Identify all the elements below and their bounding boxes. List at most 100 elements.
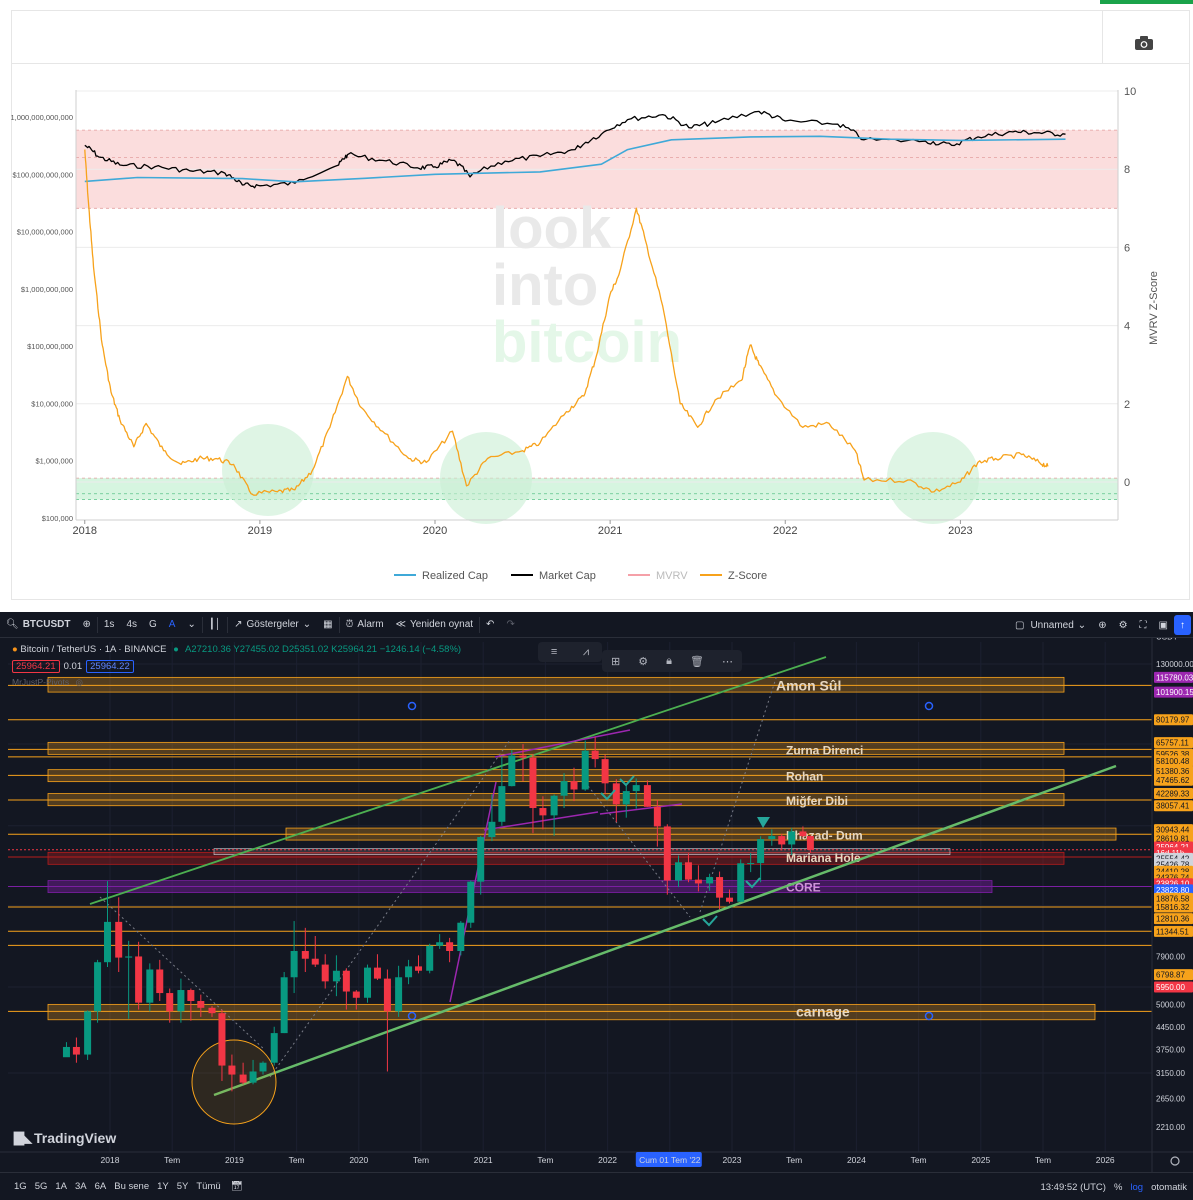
time-label-text: Tem xyxy=(537,1155,553,1165)
candle xyxy=(457,921,465,956)
camera-icon[interactable] xyxy=(1135,36,1153,50)
alarm-button[interactable]: ⏰︎ Alarm xyxy=(340,612,390,638)
layout-selector[interactable]: ▢ Unnamed ⌄ xyxy=(1009,612,1092,638)
range-button-1[interactable]: 5G xyxy=(34,1181,48,1192)
fullscreen-icon: ⛶ xyxy=(1139,619,1147,631)
price-label-text: 23826.10 xyxy=(1156,880,1190,889)
replay-button[interactable]: ≪ Yeniden oynat xyxy=(390,612,480,638)
price-label-text: 47465.62 xyxy=(1156,776,1190,785)
legend-item-realized-cap[interactable]: Realized Cap xyxy=(394,570,488,582)
candle xyxy=(436,934,444,949)
legend-row-quotes: 25964.21 0.01 25964.22 xyxy=(12,660,461,673)
header-separator xyxy=(1102,11,1103,63)
range-button-0[interactable]: 1G xyxy=(14,1181,27,1192)
btc-candlestick-chart[interactable]: Amon Sûl Zurna Direnci Rohan Miğfer Dibi Kha… xyxy=(0,612,1193,1200)
fullscreen-button[interactable]: ⛶ xyxy=(1134,612,1153,638)
more-icon[interactable]: ⋯ xyxy=(721,655,733,668)
interval-1s[interactable]: 1s xyxy=(103,619,115,630)
bid-price[interactable]: 25964.21 xyxy=(12,660,60,673)
legend-row-indicator[interactable]: MrJustP-Pivots ◎ xyxy=(12,677,461,688)
candle xyxy=(694,865,702,892)
date-range-icon[interactable]: 📅︎ xyxy=(230,1181,243,1192)
range-button-6[interactable]: 1Y xyxy=(157,1181,169,1192)
range-button-8[interactable]: Tümü xyxy=(196,1181,221,1192)
candle-body xyxy=(788,831,796,845)
legend-symbol-name[interactable]: Bitcoin / TetherUS · 1A · BINANCE xyxy=(20,644,167,655)
range-button-2[interactable]: 1A xyxy=(55,1181,67,1192)
settings-button[interactable]: ⚙︎ xyxy=(1113,612,1134,638)
candle xyxy=(146,963,154,1012)
range-button-7[interactable]: 5Y xyxy=(176,1181,189,1192)
chevron-down-icon: ⌄ xyxy=(187,619,196,630)
price-label-bg xyxy=(1154,824,1193,836)
interval-a[interactable]: A xyxy=(168,619,176,630)
candle-body xyxy=(135,956,143,1003)
interval-dropdown[interactable]: ⌄ xyxy=(181,612,201,638)
range-button-5[interactable]: Bu sene xyxy=(114,1181,150,1192)
candle xyxy=(508,749,516,787)
purple-top-line xyxy=(494,729,631,758)
range-button-3[interactable]: 3A xyxy=(75,1181,87,1192)
symbol-search[interactable]: 🔍︎ BTCUSDT xyxy=(0,612,76,638)
candle xyxy=(426,943,434,974)
quick-search-button[interactable]: ⊕ xyxy=(1092,612,1112,638)
candle xyxy=(62,1042,70,1058)
price-axis-label: 30943.44 xyxy=(1154,824,1193,836)
candle xyxy=(716,871,724,910)
right-axis-tick: 0 xyxy=(1124,477,1130,489)
toolbar-separator xyxy=(338,616,340,633)
candle xyxy=(415,955,423,974)
eye-hidden-icon: ◎ xyxy=(75,677,83,687)
interval-4s[interactable]: 4s xyxy=(126,619,137,630)
snapshot-button[interactable]: ▣ xyxy=(1153,612,1174,638)
level-label-mi-fer-dibi: Miğfer Dibi xyxy=(786,794,848,808)
indicators-button[interactable]: ↗ Göstergeler ⌄ xyxy=(228,612,317,638)
add-symbol-button[interactable]: ⊕ xyxy=(76,612,96,638)
pattern-icon[interactable]: ⩘ xyxy=(582,645,590,658)
x-axis-tick: 2019 xyxy=(248,525,272,537)
toggle-auto[interactable]: otomatik xyxy=(1151,1181,1187,1193)
candle xyxy=(612,779,620,823)
trash-icon[interactable]: 🗑︎ xyxy=(690,655,704,668)
camera-icon: ▣ xyxy=(1158,619,1168,631)
toggle-log[interactable]: log xyxy=(1130,1181,1144,1193)
left-axis-tick: $1,000,000,000 xyxy=(21,285,73,294)
interval-g[interactable]: G xyxy=(149,619,157,630)
legend-item-mvrv[interactable]: MVRV xyxy=(628,570,688,582)
zone-mariana-hole xyxy=(47,851,1065,865)
time-axis-label: 2025 xyxy=(971,1155,990,1165)
check-mark xyxy=(600,789,616,801)
alarm-label: Alarm xyxy=(357,619,384,630)
clock-time[interactable]: 13:49:52 (UTC) xyxy=(1040,1181,1106,1193)
price-label-text: 30943.44 xyxy=(1156,826,1190,835)
legend-item-z-score[interactable]: Z-Score xyxy=(700,570,767,582)
gear-icon[interactable]: ⚙︎ xyxy=(638,655,649,668)
price-axis-label: 6798.87 xyxy=(1154,969,1193,981)
candle-style-button[interactable]: ┃│ xyxy=(203,612,227,638)
pivot-marker xyxy=(407,1011,417,1021)
publish-button[interactable]: ↑ xyxy=(1174,615,1191,635)
candle-body xyxy=(663,826,671,881)
undo-button[interactable]: ↶ xyxy=(480,612,500,638)
price-axis-label: 3750.00 xyxy=(1156,1045,1185,1054)
tradingview-logo[interactable]: ▇◣ TradingView xyxy=(14,1130,116,1146)
zone-current xyxy=(213,848,951,855)
object-tree-icon[interactable]: ⊞ xyxy=(611,655,621,668)
redo-button[interactable]: ↷ xyxy=(500,612,520,638)
lock-icon[interactable]: 🔒︎ xyxy=(666,654,672,667)
time-cursor-bg xyxy=(635,1152,702,1167)
candle xyxy=(311,935,319,968)
down-arrow-marker xyxy=(757,817,770,828)
layouts-button[interactable]: ▦ xyxy=(317,612,338,638)
time-label-text: Tem xyxy=(164,1155,180,1165)
price-label-bg xyxy=(1154,981,1193,993)
lines-icon[interactable]: ≡ xyxy=(550,646,558,658)
layout-icon: ▢ xyxy=(1014,619,1025,631)
toggle-percent[interactable]: % xyxy=(1113,1181,1123,1193)
ask-price[interactable]: 25964.22 xyxy=(86,660,134,673)
quick-search-icon: ⊕ xyxy=(1098,619,1107,631)
candle-body xyxy=(259,1062,267,1072)
range-button-4[interactable]: 6A xyxy=(94,1181,107,1192)
legend-item-market-cap[interactable]: Market Cap xyxy=(511,570,596,582)
price-axis-label: 28619.81 xyxy=(1154,833,1193,845)
